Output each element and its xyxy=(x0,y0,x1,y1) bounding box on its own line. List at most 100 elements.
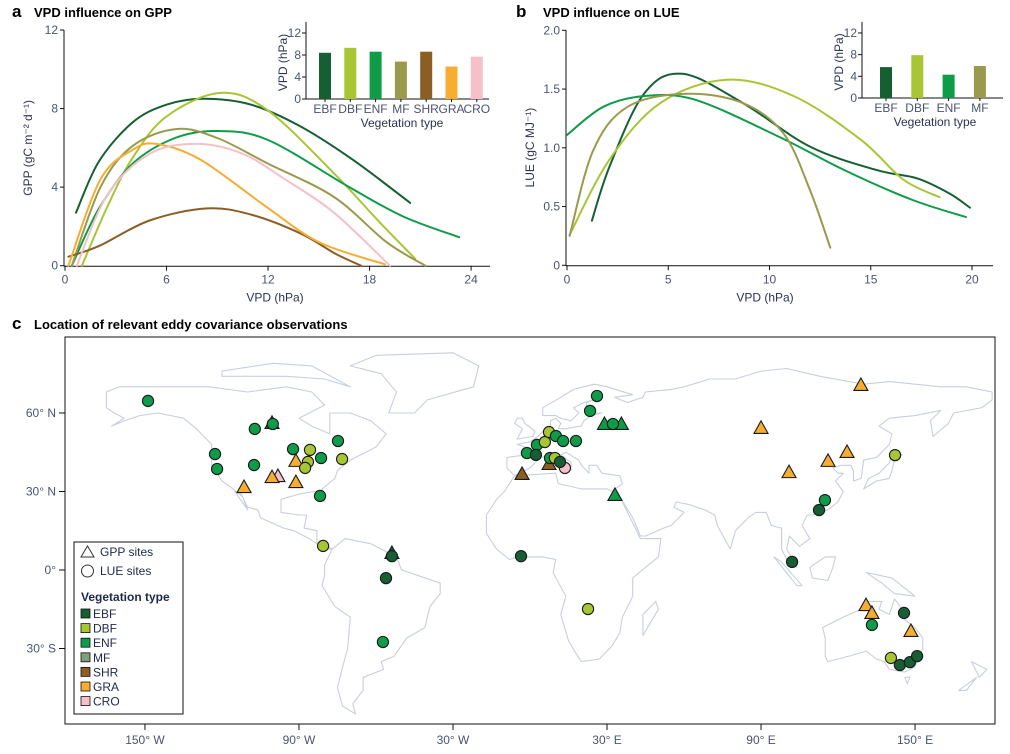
y-tick-label: 12 xyxy=(844,26,858,40)
y-tick-label: 4 xyxy=(51,180,58,194)
panel-c-letter: c xyxy=(12,314,21,333)
x-tick-label: 6 xyxy=(163,273,170,287)
y-tick-label: 1.5 xyxy=(543,82,560,96)
bar-cro xyxy=(470,56,483,99)
gpp-site-marker-gra xyxy=(863,604,880,619)
lat-tick-label: 30° N xyxy=(26,484,56,498)
gpp-site-marker-shr xyxy=(514,465,530,481)
gpp-site-marker-gra xyxy=(781,463,797,479)
bar-dbf xyxy=(911,55,924,98)
gpp-site-marker-gra xyxy=(287,452,304,467)
coastline xyxy=(485,472,662,663)
panel-a-letter: a xyxy=(12,2,22,21)
lat-tick-label: 30° S xyxy=(27,642,56,656)
x-tick-label: GRA xyxy=(438,102,464,116)
legend-box xyxy=(73,541,184,715)
x-tick-label: 0 xyxy=(62,273,69,287)
legend-heading: Vegetation type xyxy=(81,590,170,604)
x-tick-label: MF xyxy=(392,102,409,116)
bar-mf xyxy=(394,61,407,99)
coastline xyxy=(221,362,351,388)
x-tick-label: DBF xyxy=(905,101,929,115)
series-line-mf xyxy=(568,92,832,249)
legend-swatch-enf xyxy=(80,637,91,648)
lue-site-marker-enf xyxy=(208,447,222,461)
lue-site-marker-enf xyxy=(569,434,583,448)
lon-tick-label: 90° W xyxy=(283,733,316,747)
y-axis-label: LUE (gC MJ⁻¹) xyxy=(523,108,537,188)
x-tick-label: ENF xyxy=(364,102,388,116)
bar-mf xyxy=(973,66,986,98)
panel-a-title: VPD influence on GPP xyxy=(34,5,172,20)
legend-label-enf: ENF xyxy=(93,636,117,650)
bar-enf xyxy=(942,74,955,98)
coastline xyxy=(773,556,803,587)
gpp-site-marker-gra xyxy=(236,478,252,494)
panel-c-title: Location of relevant eddy covariance obs… xyxy=(34,317,348,332)
series-line-shr xyxy=(67,207,363,267)
map-frame xyxy=(64,336,996,725)
x-tick-label: MF xyxy=(971,101,988,115)
coastline xyxy=(105,386,387,550)
lue-site-marker-enf xyxy=(606,417,620,431)
lue-site-marker-ebf xyxy=(897,606,911,620)
lue-site-marker-dbf xyxy=(316,539,330,553)
y-tick-label: 4 xyxy=(850,69,857,83)
lue-site-marker-ebf xyxy=(910,649,924,663)
bar-gra xyxy=(445,66,458,99)
lue-site-marker-ebf xyxy=(529,448,543,462)
x-tick-label: DBF xyxy=(338,102,362,116)
lue-site-marker-ebf xyxy=(379,571,393,585)
panel-b-letter: b xyxy=(516,2,526,21)
lue-site-marker-enf xyxy=(314,451,328,465)
legend-label-mf: MF xyxy=(93,651,110,665)
y-axis-label: GPP (gC m⁻² d⁻¹) xyxy=(21,100,35,196)
legend-label-cro: CRO xyxy=(93,695,120,709)
y-tick-label: 8 xyxy=(850,48,857,62)
x-tick-label: 24 xyxy=(464,273,478,287)
lue-site-marker-enf xyxy=(376,635,390,649)
lue-site-marker-enf xyxy=(210,462,224,476)
y-tick-label: 1.0 xyxy=(543,141,560,155)
lue-site-marker-enf xyxy=(247,458,261,472)
bar-ebf xyxy=(319,52,331,99)
lon-tick-label: 150° E xyxy=(897,733,933,747)
gpp-site-marker-gra xyxy=(820,452,836,467)
circle-icon xyxy=(81,564,94,578)
y-tick-label: 8 xyxy=(51,102,58,116)
x-tick-label: 20 xyxy=(965,272,979,286)
coastline xyxy=(863,451,903,490)
x-axis-label: VPD (hPa) xyxy=(246,291,303,305)
lue-site-marker-dbf xyxy=(335,452,349,466)
gpp-site-marker-gra xyxy=(858,596,874,612)
lue-site-marker-ebf xyxy=(514,549,528,563)
lue-site-marker-enf xyxy=(248,422,261,436)
x-axis-label: VPD (hPa) xyxy=(736,290,793,304)
lue-site-marker-ebf xyxy=(812,503,826,517)
coastline xyxy=(321,538,441,715)
x-tick-label: 15 xyxy=(864,272,878,286)
lue-site-marker-enf xyxy=(818,493,832,507)
y-tick-label: 0 xyxy=(850,91,857,105)
gpp-site-marker-gra xyxy=(903,622,919,638)
x-tick-label: SHR xyxy=(414,102,440,116)
lat-tick-label: 0° xyxy=(45,563,57,577)
x-tick-label: 5 xyxy=(665,272,672,286)
lue-site-marker-enf xyxy=(313,489,327,503)
coastline xyxy=(822,598,924,673)
coastline xyxy=(904,676,911,685)
x-tick-label: 12 xyxy=(261,273,275,287)
lon-tick-label: 90° E xyxy=(746,733,775,747)
lue-site-marker-dbf xyxy=(888,448,902,462)
legend-label-dbf: DBF xyxy=(93,622,117,636)
coastline xyxy=(970,661,988,678)
legend-swatch-cro xyxy=(80,696,91,706)
lue-site-marker-enf xyxy=(583,404,597,418)
map-legend: GPP sites LUE sites Vegetation type EBFD… xyxy=(73,541,184,715)
lue-site-marker-enf xyxy=(266,417,279,431)
y-tick-label: 0 xyxy=(553,258,560,272)
bar-dbf xyxy=(344,47,357,99)
coastline xyxy=(506,367,993,568)
